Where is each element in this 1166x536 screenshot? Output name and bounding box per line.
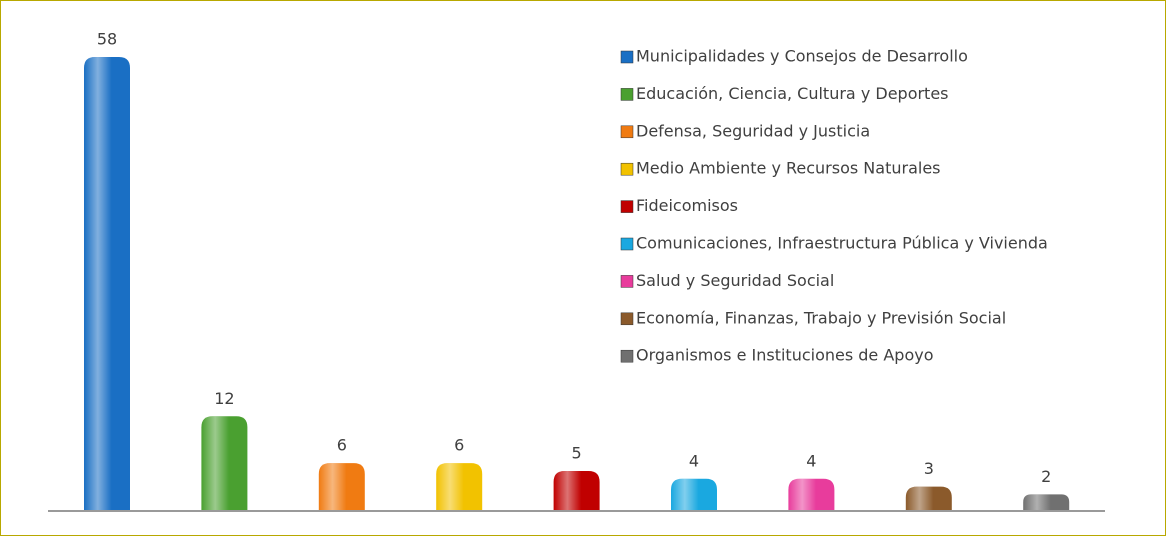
bar-shine xyxy=(201,416,248,510)
bar-shine xyxy=(553,470,600,510)
bar-shine xyxy=(318,463,365,510)
legend-swatch xyxy=(620,200,634,213)
legend-swatch xyxy=(620,349,634,363)
legend-swatch xyxy=(620,50,634,64)
legend-label: Fideicomisos xyxy=(636,196,738,215)
legend-label: Organismos e Instituciones de Apoyo xyxy=(636,346,934,365)
legend-label: Municipalidades y Consejos de Desarrollo xyxy=(636,47,968,66)
bar-shine xyxy=(671,478,717,510)
bar-shine xyxy=(1023,494,1070,510)
value-label: 58 xyxy=(97,30,117,49)
value-label: 5 xyxy=(572,443,582,462)
legend-label: Economía, Finanzas, Trabajo y Previsión … xyxy=(636,308,1006,327)
legend-label: Salud y Seguridad Social xyxy=(636,271,834,290)
value-label: 4 xyxy=(806,451,816,470)
legend-swatch xyxy=(620,237,634,251)
legend-swatch xyxy=(620,312,634,326)
legend-label: Educación, Ciencia, Cultura y Deportes xyxy=(636,84,949,103)
bar-shine xyxy=(788,478,835,510)
bar-shine xyxy=(436,463,483,510)
value-label: 12 xyxy=(214,389,234,408)
value-label: 2 xyxy=(1041,467,1051,486)
legend-swatch xyxy=(620,125,634,139)
value-label: 6 xyxy=(454,436,464,455)
value-label: 3 xyxy=(924,459,934,478)
legend-swatch xyxy=(620,162,634,176)
value-label: 6 xyxy=(337,436,347,455)
legend-label: Defensa, Seguridad y Justicia xyxy=(636,121,870,140)
bar-shine xyxy=(84,57,130,510)
legend-label: Medio Ambiente y Recursos Naturales xyxy=(636,159,941,178)
bar-shine xyxy=(905,486,952,510)
value-label: 4 xyxy=(689,451,699,470)
legend-swatch xyxy=(620,275,634,288)
legend-swatch xyxy=(620,88,634,101)
legend-label: Comunicaciones, Infraestructura Pública … xyxy=(636,234,1048,253)
